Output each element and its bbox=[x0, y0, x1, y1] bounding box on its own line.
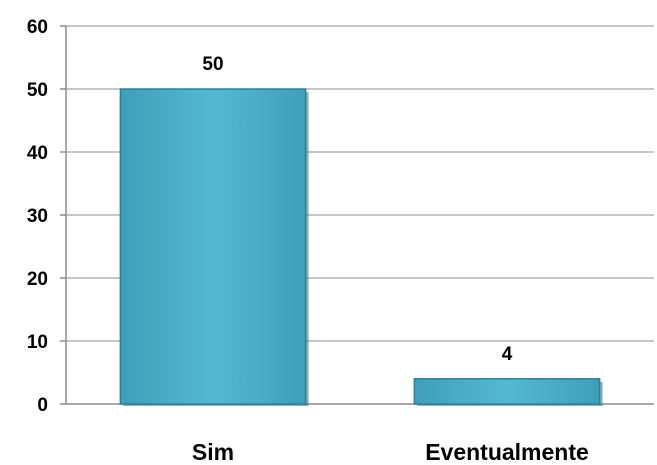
y-tick-label: 60 bbox=[27, 17, 48, 38]
x-category-label: Eventualmente bbox=[425, 439, 589, 465]
labels: 0 10 20 30 40 50 60 50 Sim 4 Eventualmente bbox=[27, 17, 589, 465]
y-tick-label: 0 bbox=[37, 395, 48, 416]
bar-eventualmente bbox=[413, 378, 601, 405]
data-label: 4 bbox=[502, 344, 513, 365]
y-tick-label: 10 bbox=[27, 332, 48, 353]
y-tick-label: 40 bbox=[27, 143, 48, 164]
bar-sim bbox=[119, 88, 307, 405]
bars bbox=[119, 88, 603, 406]
y-tick-label: 20 bbox=[27, 269, 48, 290]
data-label: 50 bbox=[202, 54, 223, 75]
y-tick-label: 30 bbox=[27, 206, 48, 227]
y-tick-label: 50 bbox=[27, 80, 48, 101]
x-category-label: Sim bbox=[192, 439, 234, 465]
